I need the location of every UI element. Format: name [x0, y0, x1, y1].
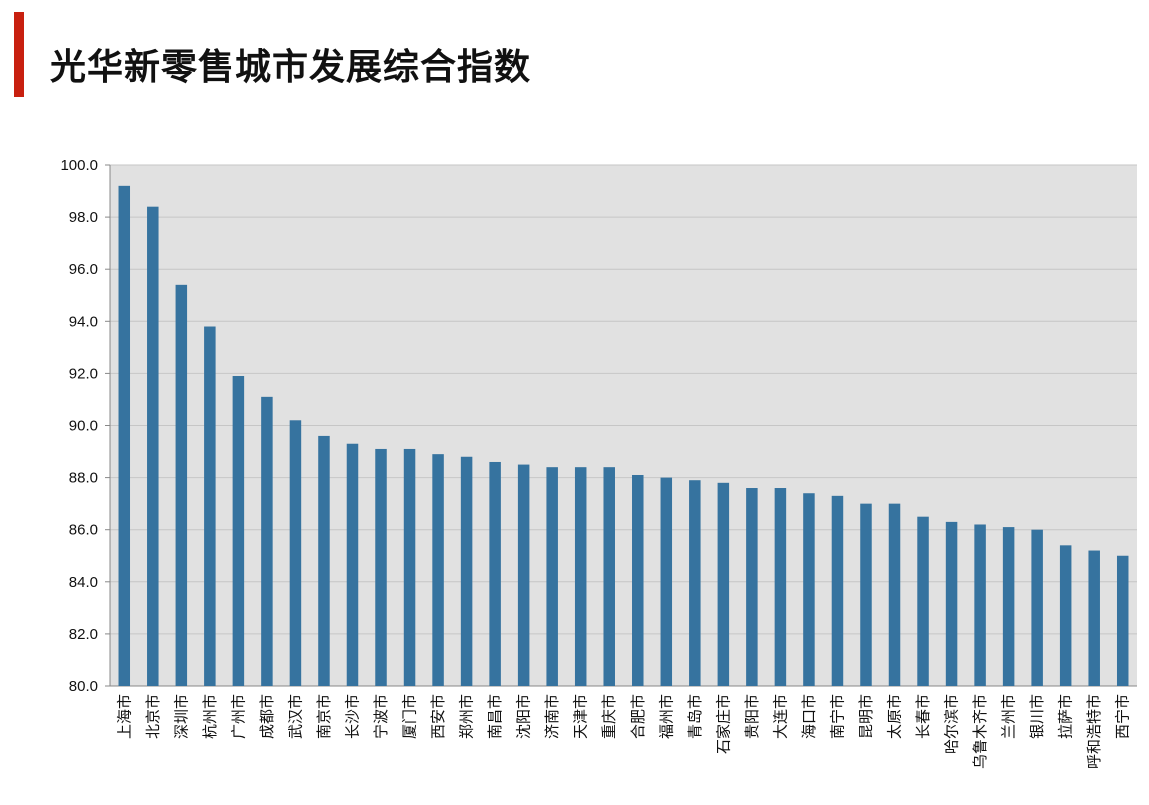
y-tick-label: 94.0 [69, 313, 98, 330]
x-tick-label: 沈阳市 [515, 694, 533, 739]
x-tick-label: 西安市 [429, 694, 447, 739]
bar [860, 503, 872, 686]
bar [489, 461, 501, 686]
x-tick-label: 成都市 [258, 694, 276, 739]
bar [803, 493, 815, 686]
x-tick-label: 贵阳市 [743, 694, 761, 739]
bar [1088, 550, 1100, 686]
y-tick-label: 80.0 [69, 678, 98, 695]
x-tick-label: 南昌市 [486, 694, 504, 739]
x-tick-label: 乌鲁木齐市 [971, 694, 989, 769]
x-tick-label: 哈尔滨市 [943, 694, 961, 754]
bar [232, 376, 245, 686]
bar [746, 488, 758, 686]
bar [774, 488, 787, 686]
bar [346, 443, 359, 686]
x-tick-label: 石家庄市 [714, 694, 732, 754]
x-tick-label: 深圳市 [172, 694, 190, 739]
y-tick-label: 84.0 [69, 574, 98, 591]
bar [432, 454, 444, 686]
x-tick-label: 长春市 [914, 694, 932, 739]
bar [375, 448, 387, 686]
x-tick-label: 合肥市 [629, 694, 647, 739]
x-tick-label: 银川市 [1028, 694, 1046, 739]
bar [460, 456, 473, 686]
x-tick-label: 宁波市 [372, 694, 390, 739]
y-tick-label: 100.0 [60, 157, 98, 174]
y-tick-label: 82.0 [69, 626, 98, 643]
y-tick-label: 92.0 [69, 365, 98, 382]
bar [289, 420, 302, 686]
bar [1059, 545, 1072, 686]
x-tick-label: 西宁市 [1114, 694, 1132, 739]
x-tick-label: 杭州市 [201, 694, 219, 739]
bar [974, 524, 986, 686]
x-tick-label: 青岛市 [686, 694, 704, 739]
y-tick-label: 86.0 [69, 522, 98, 539]
x-tick-label: 南宁市 [828, 694, 846, 739]
bar [689, 480, 701, 686]
bar [118, 185, 131, 686]
bar [318, 435, 330, 686]
x-tick-label: 天津市 [572, 694, 590, 739]
bar [917, 516, 929, 686]
x-tick-label: 南京市 [315, 694, 333, 739]
y-tick-label: 90.0 [69, 418, 98, 435]
x-tick-label: 大连市 [771, 694, 789, 739]
x-tick-label: 武汉市 [286, 694, 304, 739]
bar [147, 206, 159, 686]
x-tick-label: 兰州市 [1000, 694, 1018, 739]
bar [1031, 529, 1043, 686]
bar [517, 464, 530, 686]
bar [888, 503, 901, 686]
chart-title: 光华新零售城市发展综合指数 [50, 47, 532, 88]
bar [1116, 555, 1129, 686]
bar [660, 477, 673, 686]
bar [574, 467, 587, 686]
bar [603, 467, 615, 686]
y-tick-label: 88.0 [69, 470, 98, 487]
x-tick-label: 郑州市 [458, 694, 476, 739]
bar [261, 396, 273, 686]
x-tick-label: 济南市 [543, 694, 561, 739]
bar [831, 495, 844, 686]
x-tick-label: 呼和浩特市 [1085, 694, 1103, 769]
bar [1002, 527, 1015, 686]
y-tick-label: 96.0 [69, 261, 98, 278]
x-tick-label: 广州市 [229, 694, 247, 739]
bar [175, 284, 188, 686]
x-tick-label: 昆明市 [857, 694, 875, 739]
x-tick-label: 福州市 [657, 694, 675, 739]
x-tick-label: 拉萨市 [1057, 694, 1075, 739]
bar [546, 467, 558, 686]
x-tick-label: 北京市 [144, 694, 162, 739]
x-tick-label: 重庆市 [600, 694, 618, 739]
bar [717, 482, 730, 686]
x-tick-label: 上海市 [115, 694, 133, 739]
bar [204, 326, 216, 686]
x-tick-label: 厦门市 [401, 694, 419, 739]
x-tick-label: 长沙市 [343, 694, 361, 739]
bar [632, 474, 644, 686]
x-tick-label: 海口市 [800, 694, 818, 739]
y-tick-label: 98.0 [69, 209, 98, 226]
bar [945, 521, 958, 686]
x-tick-label: 太原市 [886, 694, 904, 739]
title-accent-bar [14, 12, 24, 97]
bar [403, 448, 416, 686]
